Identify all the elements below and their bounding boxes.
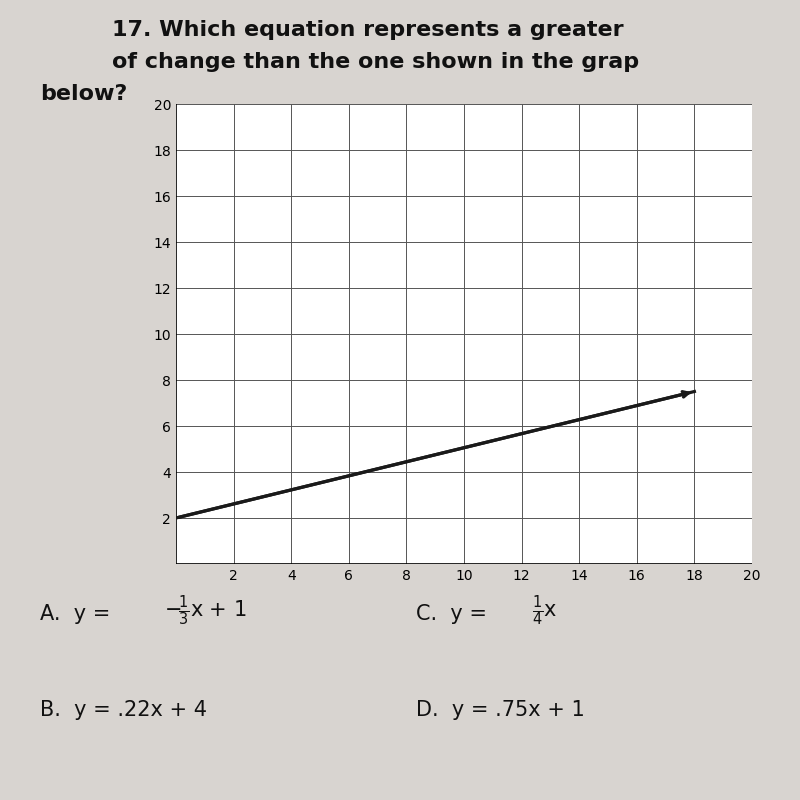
Text: D.  y = .75x + 1: D. y = .75x + 1 <box>416 700 585 720</box>
Text: C.  y =: C. y = <box>416 604 494 624</box>
Text: B.  y = .22x + 4: B. y = .22x + 4 <box>40 700 207 720</box>
Text: $-\!\frac{1}{3}$x + 1: $-\!\frac{1}{3}$x + 1 <box>164 594 246 628</box>
Text: A.  y =: A. y = <box>40 604 117 624</box>
Text: of change than the one shown in the grap: of change than the one shown in the grap <box>112 52 639 72</box>
Text: $\frac{1}{4}$x: $\frac{1}{4}$x <box>532 594 558 628</box>
Text: below?: below? <box>40 84 127 104</box>
Text: 17. Which equation represents a greater: 17. Which equation represents a greater <box>112 20 624 40</box>
